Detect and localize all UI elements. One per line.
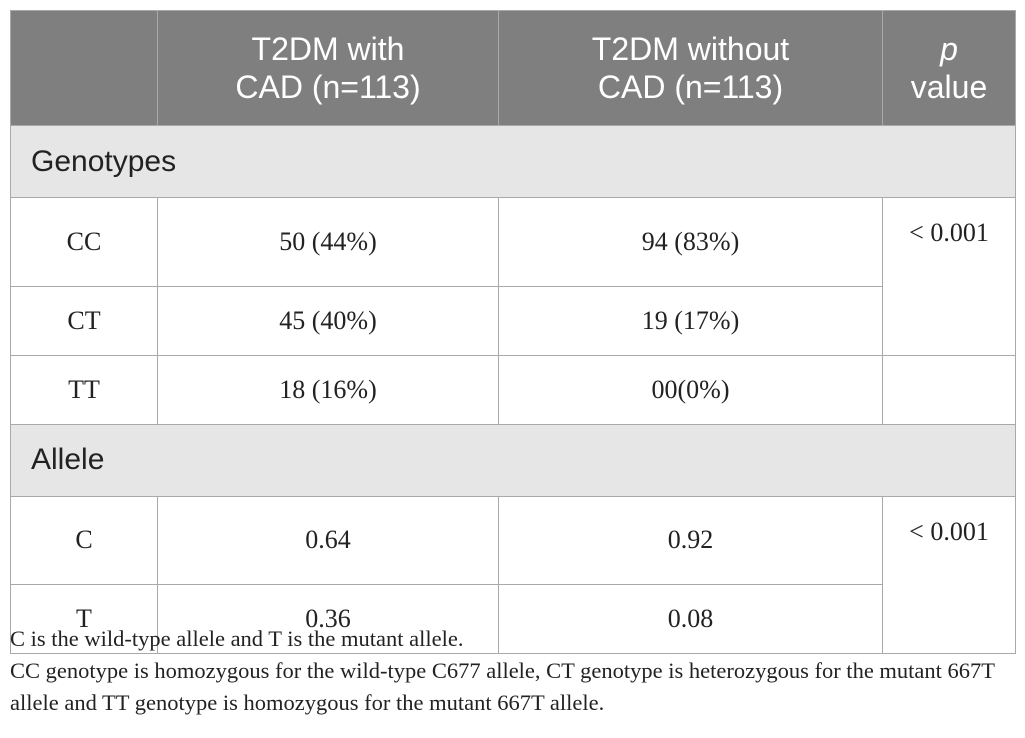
- cell-with-cad: 45 (40%): [157, 285, 499, 356]
- header-with-cad-line1: T2DM with: [251, 31, 405, 67]
- cell-with-cad: 18 (16%): [157, 354, 499, 425]
- table-footnotes: C is the wild-type allele and T is the m…: [10, 623, 1020, 719]
- header-without-cad-line2: CAD (n=113): [597, 69, 784, 105]
- cell-with-cad: 50 (44%): [157, 197, 499, 287]
- cell-without-cad: 0.92: [498, 495, 883, 585]
- cell-without-cad: 94 (83%): [498, 197, 883, 287]
- cell-p-value-empty: [882, 354, 1016, 425]
- table-row: TT 18 (16%) 00(0%): [10, 354, 1016, 425]
- section-row-allele: Allele: [10, 423, 1016, 497]
- section-row-genotypes: Genotypes: [10, 125, 1016, 198]
- cell-without-cad: 19 (17%): [498, 285, 883, 356]
- header-p-value: p value: [882, 10, 1016, 126]
- row-label: T: [10, 584, 158, 654]
- header-with-cad: T2DM with CAD (n=113): [157, 10, 499, 126]
- cell-p-value: < 0.001: [882, 197, 1016, 286]
- cell-p-value-empty: [882, 584, 1016, 654]
- header-p-value-line1: p: [940, 31, 958, 67]
- cell-p-value-empty: [882, 286, 1016, 356]
- row-label: C: [10, 495, 158, 585]
- header-with-cad-line2: CAD (n=113): [235, 69, 421, 105]
- row-label: CC: [10, 197, 158, 287]
- table-row: CT 45 (40%) 19 (17%): [10, 285, 1016, 356]
- cell-with-cad: 0.64: [157, 495, 499, 585]
- table-row: C 0.64 0.92 < 0.001: [10, 495, 1016, 585]
- cell-p-value: < 0.001: [882, 495, 1016, 585]
- header-without-cad-line1: T2DM without: [591, 31, 790, 67]
- table-row: CC 50 (44%) 94 (83%) < 0.001: [10, 197, 1016, 287]
- footnote-genotype-definition: CC genotype is homozygous for the wild-t…: [10, 658, 995, 715]
- row-label: CT: [10, 285, 158, 356]
- cell-without-cad: 00(0%): [498, 354, 883, 425]
- header-p-value-line2: value: [910, 69, 988, 105]
- table-header-row: T2DM with CAD (n=113) T2DM without CAD (…: [10, 10, 1016, 126]
- section-title-genotypes: Genotypes: [10, 125, 1016, 198]
- section-title-allele: Allele: [10, 423, 1016, 497]
- header-without-cad: T2DM without CAD (n=113): [498, 10, 883, 126]
- header-empty-cell: [10, 10, 158, 126]
- row-label: TT: [10, 354, 158, 425]
- footnote-allele-definition: C is the wild-type allele and T is the m…: [10, 626, 464, 651]
- genotype-allele-table: T2DM with CAD (n=113) T2DM without CAD (…: [10, 10, 1016, 654]
- table-row: T 0.36 0.08: [10, 584, 1016, 654]
